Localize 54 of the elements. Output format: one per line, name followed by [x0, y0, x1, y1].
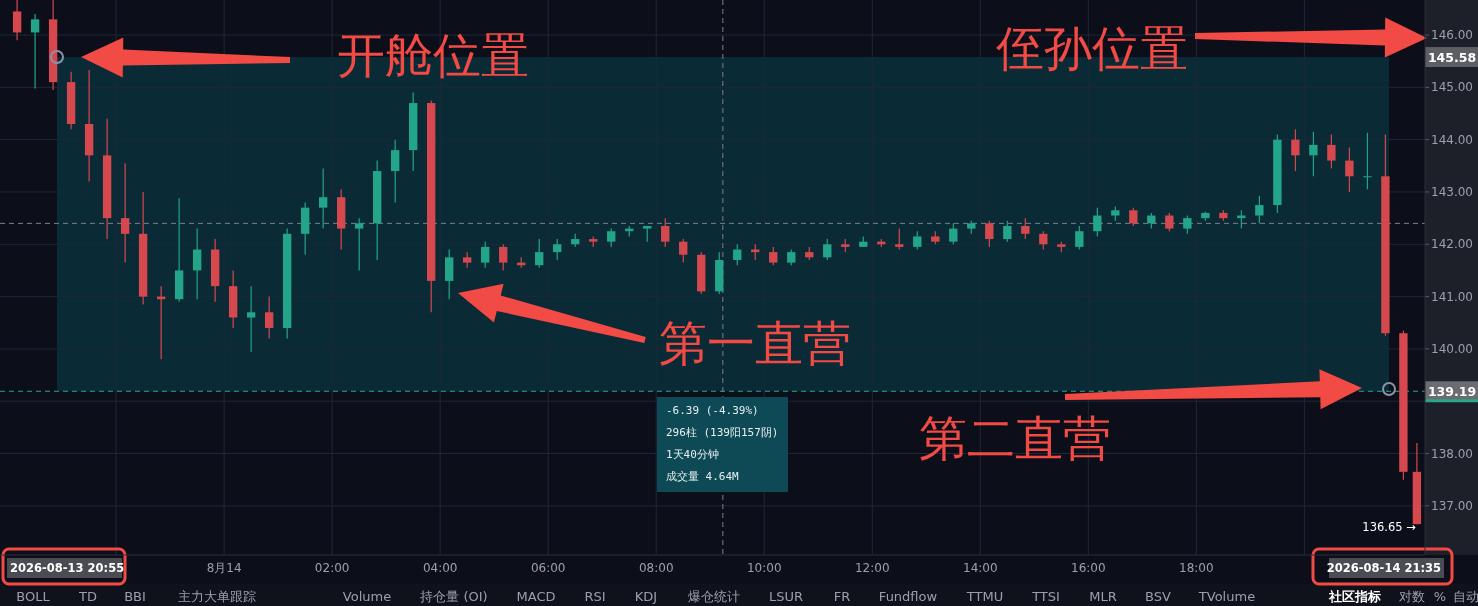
y-tick-label: 140.00 [1431, 341, 1473, 356]
y-tick-label: 141.00 [1431, 289, 1473, 304]
text: 自动 [1453, 589, 1478, 604]
annotation: 1天40分钟 [666, 448, 719, 461]
text: 145.58 [1427, 50, 1477, 66]
x-tick-label: 10:00 [746, 561, 782, 575]
text: BOLL [16, 589, 51, 604]
y-tick-label: 143.00 [1431, 184, 1473, 199]
annotation: 第二直营 [919, 410, 1111, 466]
text: FR [833, 589, 851, 604]
text: % [1433, 589, 1447, 604]
y-tick-label: 146.00 [1431, 28, 1473, 43]
text: BBI [124, 589, 146, 604]
annotation: 136.65 → [1362, 520, 1417, 535]
y-tick-label: 138.00 [1431, 446, 1473, 461]
text: MLR [1089, 589, 1117, 604]
text: 爆仓统计 [688, 589, 740, 604]
annotation: 296柱 (139阳157阴) [666, 426, 779, 439]
y-tick-label: 137.00 [1431, 498, 1473, 513]
text: Fundflow [878, 589, 938, 604]
text: TTMU [965, 589, 1004, 604]
text: 持仓量 (OI) [420, 589, 488, 604]
text: Volume [342, 589, 392, 604]
y-tick-label: 142.00 [1431, 237, 1473, 252]
x-tick-label: 12:00 [854, 561, 890, 575]
annotation: 开舱位置 [337, 27, 529, 83]
x-tick-label: 08:00 [638, 561, 674, 575]
x-tick-label: 14:00 [963, 561, 998, 575]
x-tick-label: 04:00 [422, 561, 458, 575]
annotation: 成交量 4.64M [666, 470, 740, 483]
text: BSV [1145, 589, 1172, 604]
text: KDJ [634, 589, 658, 604]
text: 2026-08-13 20:55 [10, 561, 125, 575]
text: 主力大单跟踪 [178, 589, 256, 604]
text: 对数 [1399, 589, 1425, 604]
annotation: -6.39 (-4.39%) [666, 404, 759, 417]
x-tick-label: 06:00 [530, 561, 566, 575]
annotation: 第一直营 [659, 315, 851, 371]
x-tick-label: 02:00 [314, 561, 350, 575]
ref-line-label: 139.19 [1427, 384, 1477, 400]
text: TTSI [1031, 589, 1060, 604]
y-tick-label: 144.00 [1431, 132, 1473, 147]
text: MACD [516, 589, 556, 604]
text: TD [78, 589, 97, 604]
x-tick-label: 8月14 [206, 561, 242, 575]
text: 社区指标 [1328, 589, 1381, 604]
text: RSI [584, 589, 606, 604]
text: LSUR [768, 589, 804, 604]
text: TVolume [1197, 589, 1256, 604]
text: 2026-08-14 21:35 [1326, 561, 1441, 575]
y-tick-label: 145.00 [1431, 80, 1473, 95]
x-tick-label: 16:00 [1071, 561, 1106, 575]
annotation: 侄孙位置 [996, 20, 1188, 76]
x-tick-label: 18:00 [1179, 561, 1214, 575]
